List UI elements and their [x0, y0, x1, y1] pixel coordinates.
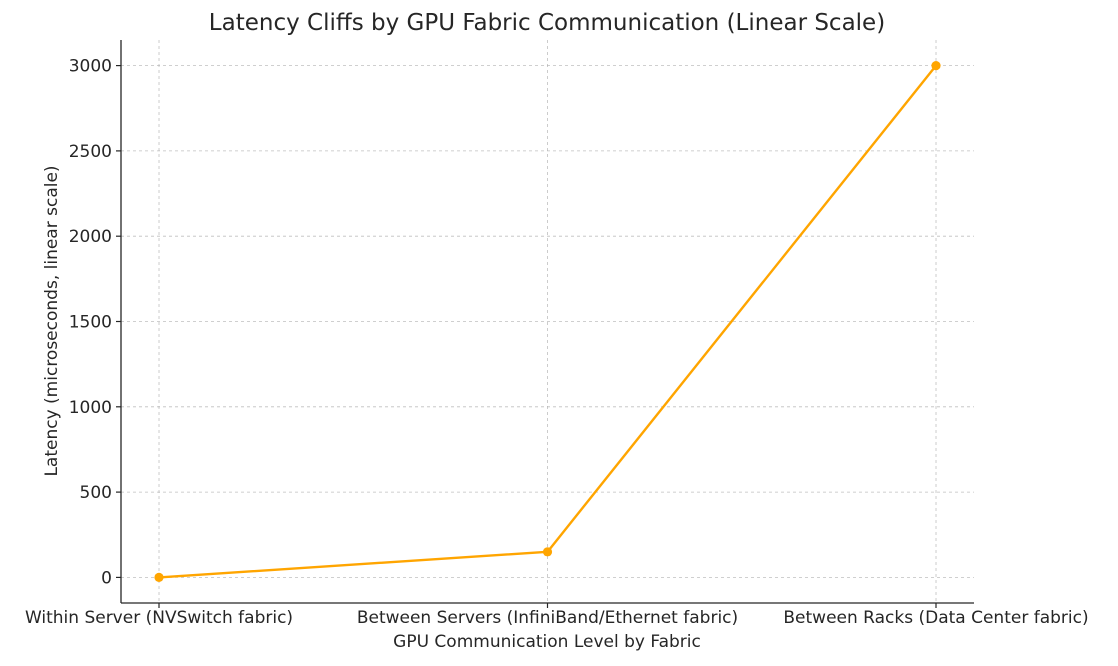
- chart-title: Latency Cliffs by GPU Fabric Communicati…: [209, 10, 885, 36]
- x-tick-label: Within Server (NVSwitch fabric): [25, 608, 293, 628]
- y-tick-label: 1000: [69, 398, 112, 418]
- y-axis-label: Latency (microseconds, linear scale): [42, 165, 62, 476]
- y-tick-label: 500: [80, 483, 112, 503]
- data-point: [931, 60, 941, 71]
- y-tick-label: 1500: [69, 313, 112, 333]
- y-tick-label: 2500: [69, 142, 112, 162]
- y-tick-label: 2000: [69, 227, 112, 247]
- y-tick-label: 3000: [69, 57, 112, 77]
- series-layer: [154, 60, 941, 583]
- x-tick-label: Between Racks (Data Center fabric): [783, 608, 1088, 628]
- x-axis-label: GPU Communication Level by Fabric: [393, 632, 701, 652]
- y-tick-label: 0: [101, 568, 112, 588]
- tick-labels: 0 500 1000 1500 2000 2500 3000 Within Server (N…: [25, 57, 1089, 628]
- grid-layer: [121, 40, 974, 603]
- x-tick-label: Between Servers (InfiniBand/Ethernet fab…: [357, 608, 738, 628]
- data-point: [542, 547, 553, 557]
- data-point: [154, 572, 164, 583]
- axes: [116, 40, 974, 608]
